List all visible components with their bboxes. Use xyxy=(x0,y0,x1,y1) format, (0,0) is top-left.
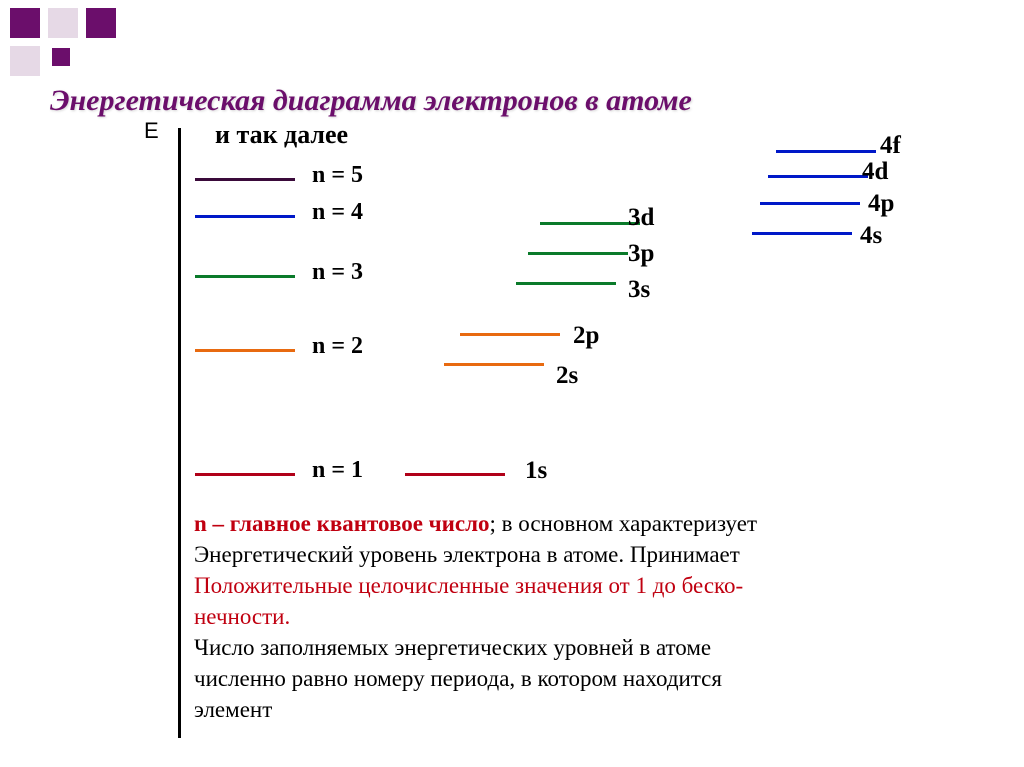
sublevel-line xyxy=(760,202,860,205)
sublevel-line xyxy=(528,252,628,255)
description-line: n – главное квантовое число; в основном … xyxy=(194,508,994,539)
sublevel-line xyxy=(776,150,876,153)
decoration-square xyxy=(86,8,116,38)
description-line: Число заполняемых энергетических уровней… xyxy=(194,632,994,663)
description-line: численно равно номеру периода, в котором… xyxy=(194,663,994,694)
description-segment: численно равно номеру периода, в котором… xyxy=(194,666,722,691)
sublevel-label: 3s xyxy=(628,276,650,304)
sublevel-label: 2p xyxy=(573,322,599,350)
sublevel-label: 4f xyxy=(880,132,901,160)
sublevel-line xyxy=(768,175,868,178)
description-segment: Число заполняемых энергетических уровней… xyxy=(194,635,711,660)
description-line: Энергетический уровень электрона в атоме… xyxy=(194,539,994,570)
sublevel-line xyxy=(516,282,616,285)
principal-level-label: n = 3 xyxy=(312,259,363,286)
page-title: Энергетическая диаграмма электронов в ат… xyxy=(50,84,692,118)
description-segment: Положительные целочисленные значения от … xyxy=(194,573,743,598)
sublevel-label: 1s xyxy=(525,457,547,485)
sublevel-label: 3d xyxy=(628,204,654,232)
sublevel-label: 4s xyxy=(860,222,882,250)
decoration-square xyxy=(52,48,70,66)
principal-level-line xyxy=(195,215,295,218)
decoration-square xyxy=(10,46,40,76)
principal-level-label: n = 4 xyxy=(312,199,363,226)
etc-label: и так далее xyxy=(215,120,348,150)
description-segment: элемент xyxy=(194,697,272,722)
sublevel-label: 3p xyxy=(628,240,654,268)
energy-axis-label: E xyxy=(144,118,159,144)
decoration-square xyxy=(48,8,78,38)
sublevel-line xyxy=(540,222,640,225)
description-segment: – главное квантовое число xyxy=(207,511,490,536)
description-segment: Энергетический уровень электрона в атоме… xyxy=(194,542,740,567)
description-line: Положительные целочисленные значения от … xyxy=(194,570,994,601)
description-segment: ; в основном характеризует xyxy=(490,511,758,536)
principal-level-line xyxy=(195,275,295,278)
description-segment: нечности. xyxy=(194,604,290,629)
principal-level-label: n = 5 xyxy=(312,162,363,189)
sublevel-line xyxy=(405,473,505,476)
sublevel-label: 4p xyxy=(868,190,894,218)
principal-level-line xyxy=(195,178,295,181)
description-line: элемент xyxy=(194,694,994,725)
principal-level-label: n = 2 xyxy=(312,333,363,360)
principal-level-label: n = 1 xyxy=(312,457,363,484)
sublevel-line xyxy=(460,333,560,336)
principal-level-line xyxy=(195,349,295,352)
description-line: нечности. xyxy=(194,601,994,632)
sublevel-line xyxy=(444,363,544,366)
principal-level-line xyxy=(195,473,295,476)
sublevel-line xyxy=(752,232,852,235)
sublevel-label: 4d xyxy=(862,158,888,186)
description-segment: n xyxy=(194,511,207,536)
decoration-square xyxy=(10,8,40,38)
energy-axis-line xyxy=(178,128,181,738)
sublevel-label: 2s xyxy=(556,362,578,390)
description-text: n – главное квантовое число; в основном … xyxy=(194,508,994,725)
